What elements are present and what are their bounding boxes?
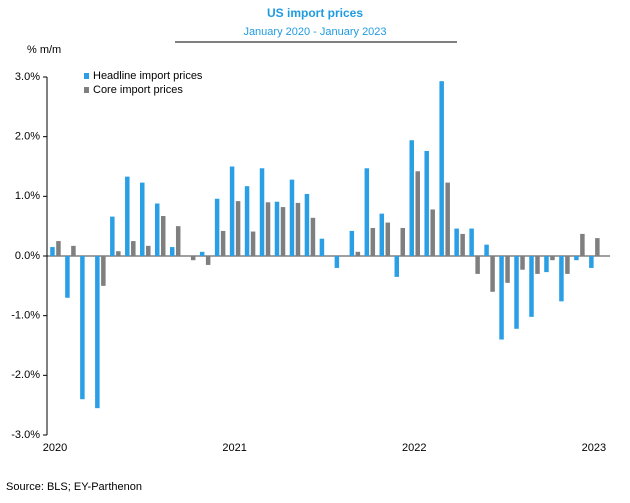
- bar: [319, 238, 325, 256]
- y-tick-label: 3.0%: [15, 71, 40, 83]
- bar: [475, 256, 480, 274]
- bar: [146, 245, 151, 256]
- bar: [205, 256, 211, 265]
- legend-swatch: [84, 73, 89, 79]
- bar: [559, 256, 564, 302]
- y-tick-label: 2.0%: [15, 131, 40, 143]
- bar: [154, 203, 160, 256]
- bar: [289, 179, 295, 256]
- bar: [250, 231, 256, 256]
- bar: [175, 226, 181, 256]
- bar: [265, 202, 271, 256]
- y-tick-label: -1.0%: [11, 310, 40, 322]
- bar: [280, 207, 286, 256]
- bar: [71, 245, 76, 256]
- bar: [355, 251, 361, 256]
- bar: [169, 247, 175, 256]
- bar: [529, 256, 534, 317]
- bar: [244, 186, 250, 256]
- bar: [490, 256, 495, 292]
- bar: [469, 228, 474, 256]
- bar: [424, 150, 429, 256]
- bar: [80, 256, 85, 400]
- bar: [274, 201, 280, 256]
- bar: [220, 230, 226, 256]
- x-tick-label: 2023: [582, 442, 606, 454]
- bar: [409, 140, 414, 256]
- y-axis-label: % m/m: [27, 44, 61, 56]
- bar: [310, 217, 316, 256]
- bar: [595, 238, 600, 256]
- legend-swatch: [84, 87, 89, 93]
- bar: [574, 256, 579, 261]
- bar: [379, 213, 385, 256]
- bar: [110, 216, 115, 256]
- chart-title: US import prices: [267, 6, 363, 20]
- y-tick-label: 1.0%: [15, 190, 40, 202]
- bar: [454, 228, 459, 256]
- bar: [50, 247, 55, 256]
- x-tick-label: 2021: [222, 442, 246, 454]
- y-tick-label: 0.0%: [15, 250, 40, 262]
- bar: [199, 251, 205, 256]
- bar: [514, 256, 519, 329]
- bar: [430, 209, 435, 256]
- chart-subtitle: January 2020 - January 2023: [243, 26, 386, 38]
- bar: [535, 256, 540, 274]
- bar: [334, 256, 340, 268]
- y-tick-label: -3.0%: [11, 429, 40, 441]
- x-tick-label: 2022: [402, 442, 426, 454]
- bar: [580, 233, 585, 256]
- bar: [125, 176, 130, 256]
- bar: [95, 256, 100, 409]
- bar: [116, 251, 121, 256]
- bar: [140, 182, 145, 256]
- bar: [394, 256, 400, 277]
- bar: [505, 256, 510, 283]
- bar: [304, 193, 310, 256]
- bar: [385, 222, 391, 256]
- bar: [160, 216, 166, 256]
- bar: [364, 168, 370, 256]
- bar: [544, 256, 549, 273]
- bar: [499, 256, 504, 340]
- bar: [400, 227, 406, 256]
- x-tick-label: 2020: [43, 442, 67, 454]
- bar: [484, 244, 489, 256]
- bar: [460, 233, 465, 256]
- legend-label: Headline import prices: [93, 70, 203, 82]
- y-tick-label: -2.0%: [11, 369, 40, 381]
- bar: [349, 230, 355, 256]
- bar: [565, 256, 570, 274]
- bar: [259, 168, 265, 256]
- bar: [439, 81, 444, 256]
- bar: [550, 256, 555, 261]
- bar: [65, 256, 70, 298]
- bar: [589, 256, 594, 268]
- source-note: Source: BLS; EY-Parthenon: [6, 481, 142, 493]
- bar: [370, 227, 376, 256]
- bar: [295, 202, 301, 256]
- bar: [235, 201, 241, 256]
- bar: [131, 241, 136, 256]
- bar: [445, 182, 450, 256]
- bar: [101, 256, 106, 286]
- bar: [229, 166, 235, 256]
- bar: [520, 256, 525, 270]
- legend-label: Core import prices: [93, 84, 183, 96]
- bar: [415, 171, 420, 256]
- bar: [214, 198, 220, 256]
- bar: [190, 256, 196, 261]
- bar: [56, 241, 61, 256]
